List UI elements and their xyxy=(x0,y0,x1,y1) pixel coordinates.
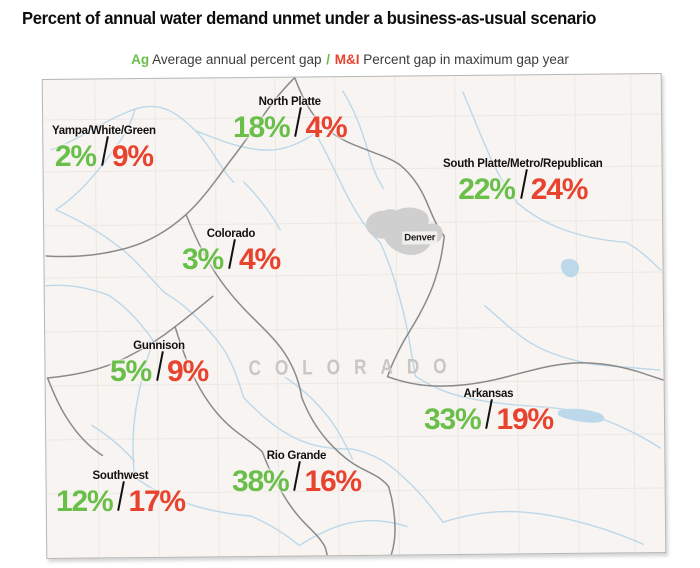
basin-label: Colorado xyxy=(206,228,256,240)
basin-callout-colorado: Colorado 3% 4% xyxy=(182,228,281,276)
mountain-lake xyxy=(560,258,579,278)
basin-ag-value: 12% xyxy=(56,485,114,518)
basin-callout-arkansas: Arkansas 33% 19% xyxy=(424,388,554,436)
basin-ag-value: 18% xyxy=(233,111,291,144)
basin-values: 5% 9% xyxy=(110,349,209,388)
reservoir xyxy=(557,408,605,423)
county-lines xyxy=(43,74,665,558)
legend-key-mi: M&I xyxy=(334,52,360,67)
basin-mi-value: 24% xyxy=(530,173,589,206)
basin-values: 33% 19% xyxy=(424,397,554,436)
basin-label: Gunnison xyxy=(133,340,185,352)
basin-callout-south-platte-metro-republican: South Platte/Metro/Republican 22% 24% xyxy=(443,158,603,205)
value-separator-icon xyxy=(112,479,128,511)
page-title: Percent of annual water demand unmet und… xyxy=(22,8,597,28)
basin-callout-yampa-white-green: Yampa/White/Green 2% 9% xyxy=(52,125,156,172)
basin-values: 38% 16% xyxy=(232,459,362,498)
basin-values: 18% 4% xyxy=(233,105,348,144)
value-separator-icon xyxy=(289,105,305,137)
basin-ag-value: 22% xyxy=(458,173,516,206)
basin-label: Arkansas xyxy=(463,388,514,400)
map-geometry xyxy=(43,74,665,558)
basin-ag-value: 2% xyxy=(54,140,97,173)
basin-ag-value: 33% xyxy=(424,403,482,436)
value-separator-icon xyxy=(288,459,304,491)
value-separator-icon xyxy=(480,397,496,429)
basin-mi-value: 19% xyxy=(496,403,554,436)
value-separator-icon xyxy=(151,349,167,381)
basin-label: Rio Grande xyxy=(266,450,327,462)
basin-mi-value: 9% xyxy=(166,355,209,388)
basin-boundaries xyxy=(45,76,665,557)
legend-separator: / xyxy=(326,52,331,67)
basin-values: 12% 17% xyxy=(56,479,186,518)
basin-callout-north-platte: North Platte 18% 4% xyxy=(233,96,348,144)
value-separator-icon xyxy=(96,134,112,166)
basin-mi-value: 16% xyxy=(304,465,362,498)
legend-desc-mi: Percent gap in maximum gap year xyxy=(363,52,569,67)
colorado-map: COLORADO Denver xyxy=(41,73,667,559)
basin-mi-value: 4% xyxy=(238,243,281,276)
basin-label: Southwest xyxy=(92,470,149,482)
basin-callout-gunnison: Gunnison 5% 9% xyxy=(110,340,209,388)
basin-label: Yampa/White/Green xyxy=(52,125,156,137)
basin-mi-value: 9% xyxy=(111,140,154,173)
value-separator-icon xyxy=(223,237,239,269)
basin-callout-southwest: Southwest 12% 17% xyxy=(56,470,186,518)
basin-values: 2% 9% xyxy=(52,134,156,172)
denver-city-label: Denver xyxy=(402,231,438,245)
basin-ag-value: 5% xyxy=(110,355,152,388)
basin-label: South Platte/Metro/Republican xyxy=(443,158,603,170)
basin-mi-value: 17% xyxy=(128,485,186,518)
basin-ag-value: 3% xyxy=(182,243,224,276)
legend: Ag Average annual percent gap / M&I Perc… xyxy=(0,52,700,67)
legend-key-ag: Ag xyxy=(131,52,150,67)
value-separator-icon xyxy=(515,167,531,199)
basin-ag-value: 38% xyxy=(232,465,290,498)
legend-desc-ag: Average annual percent gap xyxy=(152,52,322,67)
basin-mi-value: 4% xyxy=(305,111,347,144)
basin-values: 3% 4% xyxy=(182,237,281,276)
basin-values: 22% 24% xyxy=(443,167,603,205)
basin-callout-rio-grande: Rio Grande 38% 16% xyxy=(232,450,362,498)
